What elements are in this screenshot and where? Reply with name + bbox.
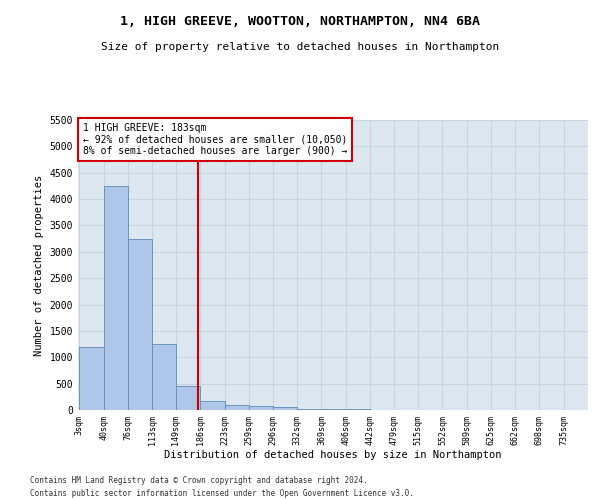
Bar [273,408,297,410]
Text: Contains public sector information licensed under the Open Government Licence v3: Contains public sector information licen… [30,488,414,498]
Bar [248,406,273,410]
Text: Contains HM Land Registry data © Crown copyright and database right 2024.: Contains HM Land Registry data © Crown c… [30,476,368,485]
Bar [104,186,128,410]
Text: 1 HIGH GREEVE: 183sqm
← 92% of detached houses are smaller (10,050)
8% of semi-d: 1 HIGH GREEVE: 183sqm ← 92% of detached … [83,123,347,156]
Bar [79,346,104,410]
Bar [128,238,152,410]
Bar [297,408,322,410]
Text: Size of property relative to detached houses in Northampton: Size of property relative to detached ho… [101,42,499,52]
Text: 1, HIGH GREEVE, WOOTTON, NORTHAMPTON, NN4 6BA: 1, HIGH GREEVE, WOOTTON, NORTHAMPTON, NN… [120,15,480,28]
Y-axis label: Number of detached properties: Number of detached properties [34,174,44,356]
Bar [152,344,176,410]
X-axis label: Distribution of detached houses by size in Northampton: Distribution of detached houses by size … [164,450,502,460]
Bar [225,404,248,410]
Bar [200,401,225,410]
Bar [322,408,346,410]
Bar [176,386,200,410]
